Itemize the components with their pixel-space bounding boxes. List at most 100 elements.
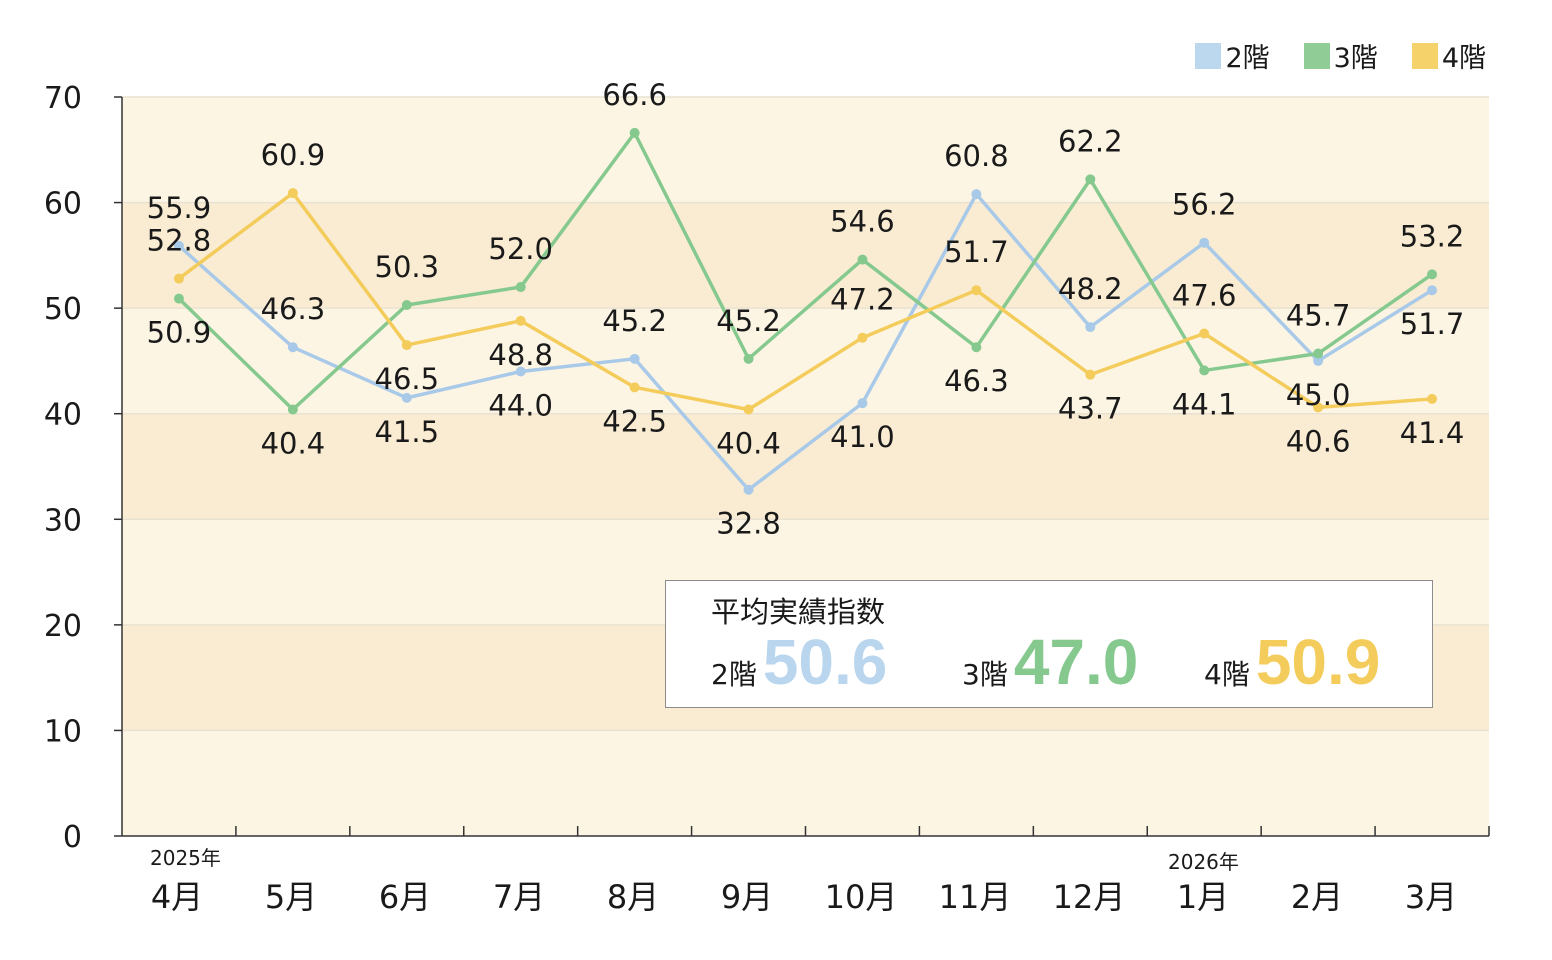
data-point-2f: [971, 189, 982, 200]
data-point-3f: [173, 293, 184, 304]
data-point-2f: [401, 392, 412, 403]
data-label-3f: 54.6: [830, 205, 895, 239]
data-point-4f: [173, 273, 184, 284]
data-point-2f: [629, 353, 640, 364]
data-point-2f: [173, 240, 184, 251]
x-tick-label: 7月: [492, 878, 546, 916]
data-label-3f: 53.2: [1400, 219, 1465, 253]
legend-label-3f: 3階: [1333, 43, 1378, 74]
legend-swatch-4f: [1411, 42, 1438, 69]
y-tick-label: 30: [44, 503, 82, 538]
data-point-2f: [515, 366, 526, 377]
legend-label-2f: 2階: [1225, 43, 1270, 74]
data-point-2f: [1085, 322, 1096, 333]
data-label-2f: 45.2: [602, 304, 667, 338]
y-tick-label: 60: [44, 187, 82, 222]
data-label-3f: 44.1: [1172, 387, 1237, 421]
y-tick-label: 40: [44, 398, 82, 433]
x-tick-label: 2月: [1290, 878, 1344, 916]
legend-swatch-2f: [1195, 42, 1222, 69]
data-point-4f: [743, 404, 754, 415]
data-label-3f: 50.3: [375, 250, 440, 284]
series-line-4f: [177, 191, 1433, 412]
data-point-3f: [857, 254, 868, 265]
average-box-title: 平均実績指数: [711, 595, 886, 629]
data-label-4f: 41.4: [1400, 416, 1465, 450]
average-item-3f: 3階 47.0: [962, 625, 1138, 699]
y-tick-label: 50: [44, 292, 82, 327]
data-label-3f: 46.3: [944, 364, 1009, 398]
x-tick-label: 11月: [938, 878, 1012, 916]
x-tick-label: 10月: [824, 878, 898, 916]
data-label-4f: 40.4: [716, 426, 781, 460]
average-value-2f: 50.6: [762, 626, 888, 698]
data-label-4f: 40.6: [1286, 424, 1351, 458]
background-band: [122, 97, 1489, 203]
average-value-3f: 47.0: [1013, 626, 1139, 698]
y-tick-label: 10: [44, 714, 82, 749]
data-point-3f: [629, 127, 640, 138]
data-point-4f: [629, 382, 640, 393]
data-label-4f: 47.2: [830, 283, 895, 317]
data-label-2f: 51.7: [1400, 307, 1465, 341]
data-point-3f: [287, 404, 298, 415]
data-point-2f: [287, 342, 298, 353]
y-tick-label: 20: [44, 609, 82, 644]
average-label-4f: 4階: [1204, 658, 1250, 691]
data-label-4f: 60.9: [261, 138, 326, 172]
average-item-4f: 4階 50.9: [1204, 625, 1380, 699]
average-value-4f: 50.9: [1255, 626, 1381, 698]
data-point-4f: [1427, 393, 1438, 404]
background-band: [122, 202, 1489, 309]
data-point-3f: [1427, 269, 1438, 280]
data-label-2f: 41.0: [830, 420, 895, 454]
data-label-4f: 48.8: [488, 338, 553, 372]
data-label-4f: 47.6: [1172, 278, 1237, 312]
y-tick-label: 0: [63, 820, 82, 855]
data-point-4f: [1085, 369, 1096, 380]
data-label-2f: 48.2: [1058, 272, 1123, 306]
legend-item-2f: 2階: [1195, 36, 1270, 75]
data-point-2f: [1313, 355, 1324, 366]
data-point-2f: [743, 484, 754, 495]
legend-item-3f: 3階: [1303, 36, 1378, 75]
data-point-3f: [401, 299, 412, 310]
x-tick-label: 1月: [1176, 878, 1230, 916]
data-label-2f: 32.8: [716, 507, 781, 541]
background-band: [122, 730, 1489, 836]
data-point-3f: [1199, 365, 1210, 376]
data-label-2f: 45.0: [1286, 378, 1351, 412]
data-point-4f: [1199, 328, 1210, 339]
year-label-2025: 2025年: [150, 846, 221, 870]
data-point-3f: [1085, 174, 1096, 185]
data-label-3f: 62.2: [1058, 124, 1123, 158]
data-point-4f: [401, 340, 412, 351]
average-label-3f: 3階: [962, 658, 1008, 691]
data-label-2f: 44.0: [488, 388, 553, 422]
legend: 2階 3階 4階: [1195, 36, 1486, 75]
legend-label-4f: 4階: [1441, 43, 1486, 74]
data-point-3f: [515, 282, 526, 293]
data-point-2f: [1427, 285, 1438, 296]
x-tick-label: 6月: [378, 878, 432, 916]
data-label-4f: 51.7: [944, 235, 1009, 269]
data-label-3f: 40.4: [261, 426, 326, 460]
data-label-2f: 56.2: [1172, 188, 1237, 222]
data-label-2f: 60.8: [944, 139, 1009, 173]
legend-item-4f: 4階: [1411, 36, 1486, 75]
data-label-3f: 45.2: [716, 304, 781, 338]
data-point-4f: [1313, 402, 1324, 413]
x-tick-label: 12月: [1052, 878, 1126, 916]
series-line-2f: [177, 192, 1433, 492]
data-label-2f: 41.5: [375, 415, 440, 449]
x-tick-label: 4月: [150, 878, 204, 916]
y-tick-label: 70: [44, 81, 82, 116]
data-label-4f: 43.7: [1058, 392, 1123, 426]
data-point-4f: [287, 188, 298, 199]
x-tick-label: 3月: [1404, 878, 1458, 916]
data-label-3f: 45.7: [1286, 299, 1351, 333]
data-label-4f: 42.5: [602, 404, 667, 438]
data-label-4f: 46.5: [375, 362, 440, 396]
legend-swatch-3f: [1303, 42, 1330, 69]
